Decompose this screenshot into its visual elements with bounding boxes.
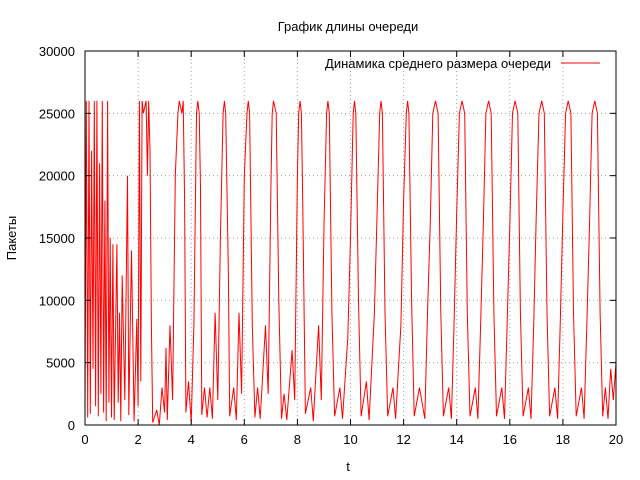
y-tick-label: 10000 xyxy=(39,293,75,308)
y-tick-label: 20000 xyxy=(39,169,75,184)
x-tick-label: 20 xyxy=(609,432,623,447)
x-axis: 0 2 4 6 8 10 12 14 16 18 20 xyxy=(81,51,623,447)
y-axis: 0 5000 10000 15000 20000 25000 30000 xyxy=(39,44,616,433)
y-tick-label: 30000 xyxy=(39,44,75,59)
x-tick-label: 2 xyxy=(134,432,141,447)
y-tick-label: 25000 xyxy=(39,106,75,121)
data-series xyxy=(84,100,617,426)
x-axis-label: t xyxy=(346,459,350,474)
x-tick-label: 10 xyxy=(343,432,357,447)
x-tick-label: 8 xyxy=(294,432,301,447)
y-axis-label: Пакеты xyxy=(4,216,19,261)
x-tick-label: 12 xyxy=(396,432,410,447)
x-tick-label: 18 xyxy=(556,432,570,447)
legend: Динамика среднего размера очереди xyxy=(325,56,600,71)
legend-label: Динамика среднего размера очереди xyxy=(325,56,551,71)
x-tick-label: 6 xyxy=(241,432,248,447)
y-tick-label: 0 xyxy=(68,418,75,433)
x-tick-label: 4 xyxy=(188,432,195,447)
x-tick-label: 0 xyxy=(81,432,88,447)
series-line xyxy=(84,100,617,426)
chart-title: График длины очереди xyxy=(278,19,419,34)
y-tick-label: 5000 xyxy=(46,356,75,371)
x-tick-label: 14 xyxy=(449,432,463,447)
y-tick-label: 15000 xyxy=(39,231,75,246)
x-tick-label: 16 xyxy=(503,432,517,447)
